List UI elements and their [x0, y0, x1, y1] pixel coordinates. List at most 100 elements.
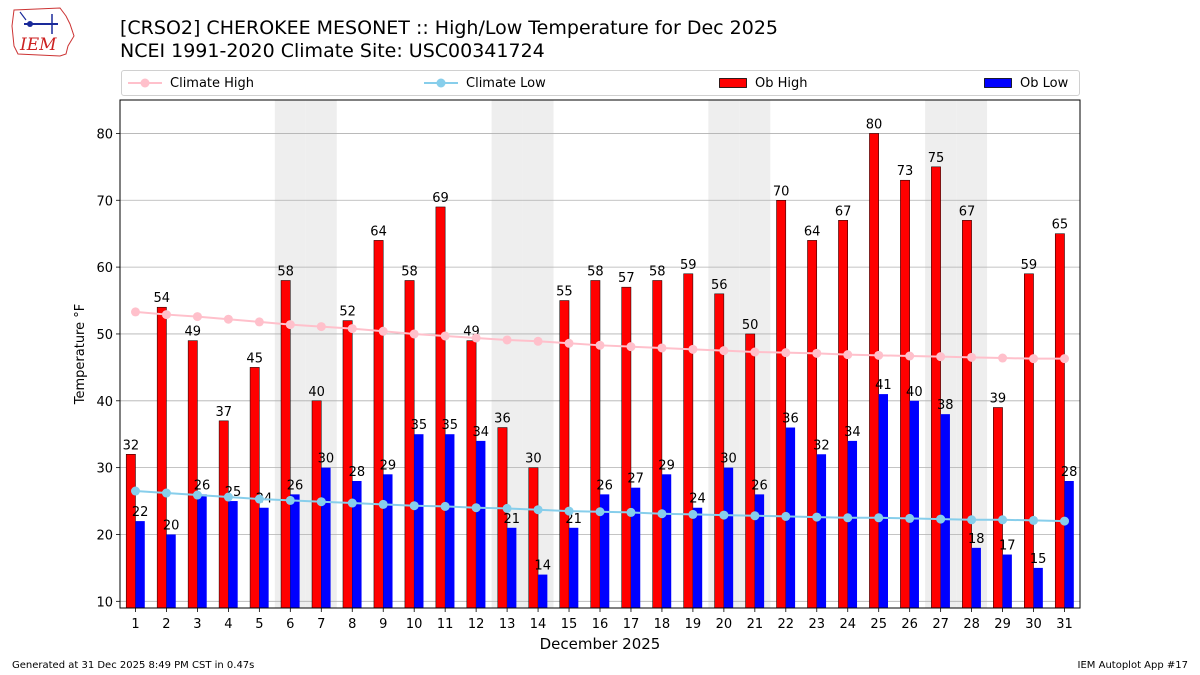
ob-low-label: 26	[751, 478, 768, 493]
ob-high-bar	[931, 166, 941, 609]
x-tick-label: 14	[530, 617, 547, 632]
ob-low-label: 20	[163, 518, 180, 533]
legend-ob-high: Ob High	[719, 71, 808, 95]
ob-low-bar	[569, 527, 579, 608]
ob-high-bar	[745, 333, 756, 609]
ob-low-bar	[476, 440, 486, 608]
ob-high-bar	[373, 240, 384, 609]
ob-high-label: 69	[432, 191, 449, 206]
climate-low-point	[688, 509, 698, 519]
ob-high-bar	[621, 286, 632, 609]
ob-high-bar	[993, 407, 1003, 609]
ob-high-label: 36	[494, 412, 511, 427]
climate-high-point	[657, 343, 667, 353]
ob-low-label: 18	[968, 532, 985, 547]
x-tick-label: 27	[932, 617, 949, 632]
climate-low-point	[967, 515, 977, 525]
climate-low-point	[192, 490, 202, 500]
climate-low-point	[533, 505, 543, 515]
y-tick-label: 10	[96, 595, 113, 610]
ob-high-label: 58	[649, 264, 666, 279]
ob-low-bar	[414, 434, 424, 608]
climate-high-point	[719, 346, 729, 356]
ob-low-bar	[1002, 554, 1012, 608]
climate-high-point	[192, 312, 202, 322]
ob-low-label: 29	[658, 458, 675, 473]
ob-high-bar	[125, 454, 136, 609]
generated-footer: Generated at 31 Dec 2025 8:49 PM CST in …	[12, 660, 255, 671]
climate-low-point	[440, 501, 450, 511]
ob-high-label: 39	[990, 391, 1007, 406]
ob-low-bar	[259, 507, 269, 608]
ob-high-bar	[683, 273, 694, 609]
ob-high-bar	[156, 306, 167, 609]
ob-low-bar	[1064, 481, 1074, 608]
ob-high-label: 58	[401, 264, 418, 279]
climate-low-point	[316, 497, 326, 507]
x-tick-label: 17	[623, 617, 640, 632]
climate-low-point	[471, 503, 481, 513]
climate-high-point	[564, 338, 574, 348]
ob-high-label: 50	[742, 318, 759, 333]
climate-low-point	[1060, 516, 1070, 526]
climate-low-point	[347, 498, 357, 508]
legend-climate-high: Climate High	[128, 71, 254, 95]
ob-low-label: 26	[194, 478, 211, 493]
climate-high-point	[130, 307, 140, 317]
ob-low-bar	[352, 481, 362, 608]
y-axis-label: Temperature °F	[73, 304, 88, 405]
ob-low-bar	[538, 574, 548, 608]
climate-low-point	[1029, 515, 1039, 525]
ob-low-label: 34	[844, 425, 861, 440]
ob-low-bar	[383, 474, 393, 608]
x-tick-label: 15	[561, 617, 578, 632]
y-tick-label: 30	[96, 462, 113, 477]
ob-low-bar	[785, 427, 796, 608]
ob-low-label: 17	[999, 539, 1016, 554]
ob-high-label: 56	[711, 278, 728, 293]
climate-high-point	[688, 344, 698, 354]
climate-low-point	[502, 503, 512, 513]
ob-high-bar	[187, 340, 198, 609]
x-tick-label: 13	[499, 617, 516, 632]
x-tick-label: 30	[1025, 617, 1042, 632]
ob-low-label: 35	[411, 418, 428, 433]
y-tick-label: 80	[96, 127, 113, 142]
ob-high-bar	[838, 220, 848, 609]
x-tick-label: 28	[963, 617, 980, 632]
ob-high-label: 55	[556, 285, 573, 300]
climate-high-point	[874, 350, 884, 360]
climate-high-point	[967, 352, 977, 362]
climate-high-point	[781, 348, 791, 358]
ob-high-bar	[466, 340, 477, 609]
ob-low-label: 40	[906, 385, 923, 400]
ob-low-bar	[600, 494, 610, 608]
ob-low-label: 29	[380, 458, 397, 473]
ob-high-label: 67	[835, 204, 852, 219]
x-axis-label: December 2025	[540, 635, 661, 653]
ob-high-bar	[218, 420, 229, 609]
ob-low-bar	[816, 454, 827, 608]
climate-high-point	[471, 333, 481, 343]
climate-high-point	[254, 317, 264, 327]
x-tick-label: 25	[870, 617, 887, 632]
ob-high-label: 59	[1021, 258, 1038, 273]
ob-low-bar	[971, 547, 981, 608]
climate-high-point	[626, 342, 636, 352]
x-tick-label: 11	[437, 617, 454, 632]
legend-ob-low: Ob Low	[984, 71, 1068, 95]
ob-high-label: 54	[154, 291, 171, 306]
chart-title: [CRSO2] CHEROKEE MESONET :: High/Low Tem…	[120, 17, 779, 39]
ob-low-label: 30	[318, 452, 335, 467]
x-tick-label: 16	[592, 617, 609, 632]
ob-low-label: 26	[287, 478, 304, 493]
ob-high-label: 73	[897, 164, 914, 179]
ob-high-bar	[280, 280, 291, 609]
ob-low-label: 41	[875, 378, 892, 393]
x-tick-label: 2	[162, 617, 170, 632]
x-tick-label: 3	[193, 617, 201, 632]
ob-high-label: 52	[339, 305, 356, 320]
ob-low-label: 38	[937, 398, 954, 413]
x-tick-label: 26	[901, 617, 918, 632]
ob-low-bar	[630, 487, 641, 608]
